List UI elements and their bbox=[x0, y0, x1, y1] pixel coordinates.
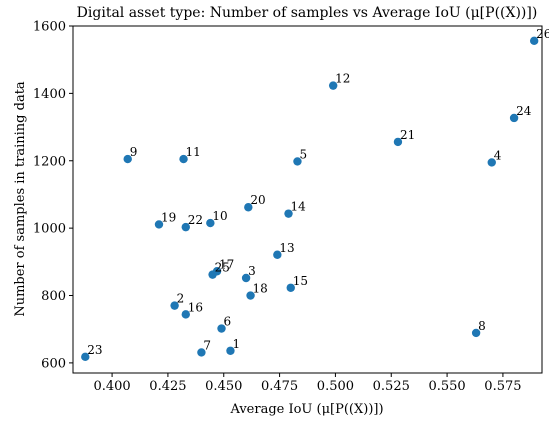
point-label: 2 bbox=[177, 292, 185, 306]
data-point bbox=[244, 203, 253, 212]
point-label: 24 bbox=[516, 104, 532, 118]
data-point bbox=[284, 209, 293, 218]
data-point bbox=[206, 218, 215, 228]
data-point bbox=[241, 273, 251, 283]
point-label: 13 bbox=[279, 241, 294, 255]
x-axis-title: Average IoU (μ[P((X))]) bbox=[229, 402, 383, 417]
point-label: 5 bbox=[299, 147, 307, 161]
x-tick-label: 0.425 bbox=[149, 379, 186, 394]
point-label: 22 bbox=[188, 213, 203, 227]
y-tick-label: 1000 bbox=[33, 222, 66, 237]
point-labels: 1234567891011121314151617181920212223242… bbox=[87, 27, 549, 357]
chart-title: Digital asset type: Number of samples vs… bbox=[77, 5, 538, 21]
point-label: 12 bbox=[335, 72, 350, 86]
x-tick-label: 0.575 bbox=[484, 379, 521, 394]
data-point bbox=[208, 270, 217, 279]
point-label: 14 bbox=[291, 200, 307, 214]
y-tick-label: 1400 bbox=[33, 87, 66, 102]
data-point bbox=[217, 324, 226, 333]
x-tick-label: 0.475 bbox=[261, 379, 298, 394]
plot-area-frame bbox=[72, 25, 543, 374]
data-point bbox=[197, 348, 206, 357]
point-label: 19 bbox=[161, 210, 176, 224]
y-tick-label: 800 bbox=[41, 289, 66, 304]
point-label: 23 bbox=[87, 343, 102, 357]
point-label: 9 bbox=[130, 145, 138, 159]
point-label: 3 bbox=[248, 264, 256, 278]
point-label: 10 bbox=[212, 209, 227, 223]
data-point bbox=[179, 154, 188, 164]
point-label: 11 bbox=[186, 145, 201, 159]
y-tick-label: 1600 bbox=[33, 20, 66, 35]
data-point bbox=[181, 310, 190, 319]
point-label: 8 bbox=[478, 319, 486, 333]
point-label: 21 bbox=[400, 128, 415, 142]
x-tick-label: 0.400 bbox=[93, 379, 130, 394]
x-tick-label: 0.500 bbox=[317, 379, 354, 394]
data-point bbox=[226, 346, 235, 355]
x-axis-ticks: 0.400 0.425 0.450 0.475 0.500 0.525 0.550 0.575 bbox=[93, 373, 522, 394]
data-point bbox=[328, 81, 338, 90]
point-label: 17 bbox=[219, 257, 234, 271]
x-tick-label: 0.550 bbox=[428, 379, 465, 394]
data-point bbox=[529, 36, 539, 46]
point-label: 26 bbox=[536, 27, 549, 41]
point-label: 25 bbox=[215, 261, 230, 275]
data-point bbox=[154, 220, 164, 229]
data-point bbox=[471, 328, 481, 338]
x-tick-label: 0.450 bbox=[205, 379, 242, 394]
data-point bbox=[293, 157, 302, 166]
data-point bbox=[170, 301, 179, 310]
data-point bbox=[181, 222, 190, 232]
point-label: 18 bbox=[253, 282, 268, 296]
point-label: 4 bbox=[494, 148, 502, 162]
data-point bbox=[286, 283, 295, 292]
y-tick-label: 600 bbox=[41, 356, 66, 371]
x-tick-label: 0.525 bbox=[373, 379, 410, 394]
point-label: 6 bbox=[224, 315, 232, 329]
y-axis-title: Number of samples in training data bbox=[13, 81, 28, 317]
point-label: 15 bbox=[293, 274, 308, 288]
data-point bbox=[123, 154, 132, 164]
y-tick-label: 1200 bbox=[33, 154, 66, 169]
data-point bbox=[509, 113, 519, 123]
data-point bbox=[246, 291, 255, 300]
data-points bbox=[81, 36, 539, 362]
point-label: 16 bbox=[188, 300, 203, 314]
data-point bbox=[81, 352, 90, 362]
point-label: 7 bbox=[203, 338, 211, 352]
point-label: 20 bbox=[250, 193, 265, 207]
data-point bbox=[487, 158, 496, 167]
point-label: 1 bbox=[232, 337, 240, 351]
data-point bbox=[393, 137, 403, 147]
y-axis-ticks: 600 800 1000 1200 1400 1600 bbox=[33, 20, 73, 371]
data-point bbox=[273, 250, 282, 259]
